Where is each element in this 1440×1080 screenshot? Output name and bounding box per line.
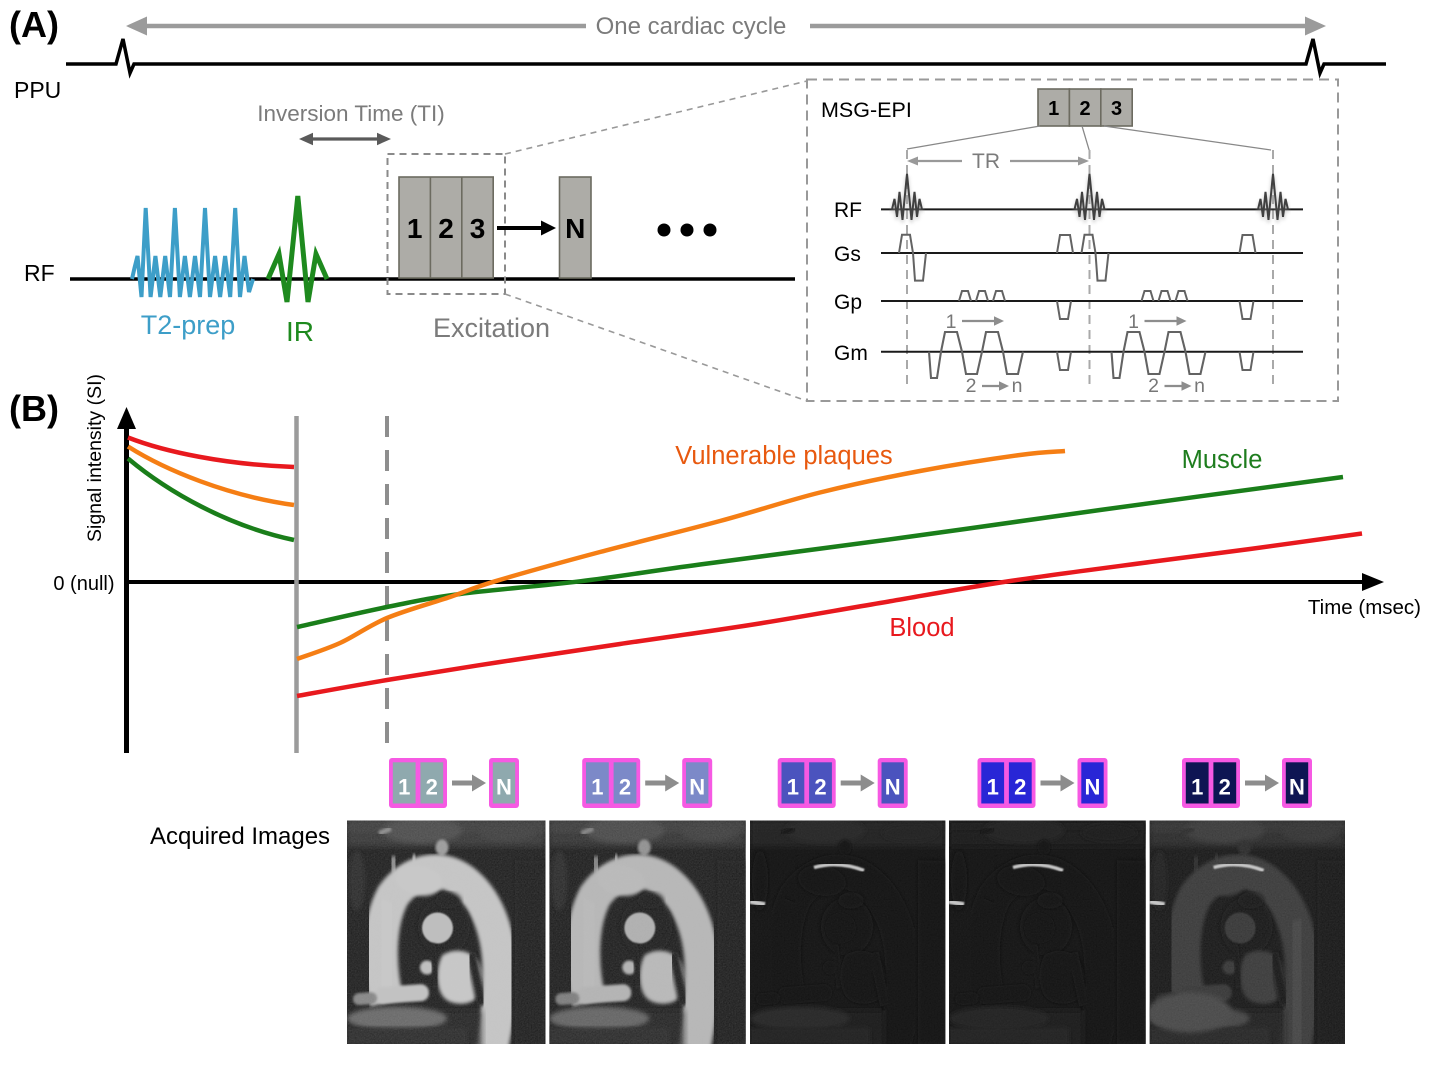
svg-text:Gp: Gp [834,291,862,314]
svg-text:(B): (B) [9,388,59,429]
svg-text:1: 1 [591,775,603,800]
svg-text:Blood: Blood [889,614,954,642]
svg-text:2: 2 [438,213,454,244]
svg-text:0 (null): 0 (null) [53,573,114,595]
svg-text:T2-prep: T2-prep [141,310,236,340]
svg-text:n: n [1194,375,1205,397]
svg-text:RF: RF [834,199,862,222]
svg-text:N: N [496,775,512,800]
svg-text:n: n [1012,375,1023,397]
svg-text:2: 2 [1014,775,1026,800]
svg-text:1: 1 [398,775,410,800]
svg-text:Gs: Gs [834,243,861,266]
svg-text:Inversion Time (TI): Inversion Time (TI) [257,101,445,126]
svg-text:RF: RF [24,260,55,286]
svg-text:1: 1 [1128,311,1139,333]
svg-text:1: 1 [987,775,999,800]
svg-text:Acquired Images: Acquired Images [150,823,330,850]
svg-text:IR: IR [286,316,314,347]
svg-text:2: 2 [1080,98,1091,120]
svg-text:PPU: PPU [14,77,61,103]
svg-text:2: 2 [966,375,977,397]
svg-text:N: N [1289,775,1305,800]
svg-text:1: 1 [1191,775,1203,800]
svg-text:1: 1 [787,775,799,800]
svg-text:Muscle: Muscle [1182,446,1263,474]
svg-text:Signal intensity (SI): Signal intensity (SI) [84,374,106,542]
svg-text:2: 2 [1148,375,1159,397]
svg-text:2: 2 [619,775,631,800]
svg-text:3: 3 [1111,98,1122,120]
svg-text:2: 2 [814,775,826,800]
svg-text:TR: TR [972,150,1000,173]
svg-text:N: N [1085,775,1101,800]
svg-text:N: N [565,213,585,244]
svg-text:2: 2 [426,775,438,800]
svg-text:(A): (A) [9,4,59,45]
svg-text:1: 1 [407,213,423,244]
svg-text:3: 3 [470,213,486,244]
svg-text:MSG-EPI: MSG-EPI [821,98,912,122]
svg-text:Time (msec): Time (msec) [1308,596,1421,619]
svg-text:Vulnerable plaques: Vulnerable plaques [675,442,892,470]
svg-text:One cardiac cycle: One cardiac cycle [596,13,787,40]
svg-text:N: N [885,775,901,800]
svg-text:Excitation: Excitation [433,313,550,343]
svg-text:1: 1 [946,311,957,333]
svg-text:1: 1 [1048,98,1059,120]
svg-text:Gm: Gm [834,342,868,365]
svg-text:N: N [689,775,705,800]
svg-text:2: 2 [1219,775,1231,800]
